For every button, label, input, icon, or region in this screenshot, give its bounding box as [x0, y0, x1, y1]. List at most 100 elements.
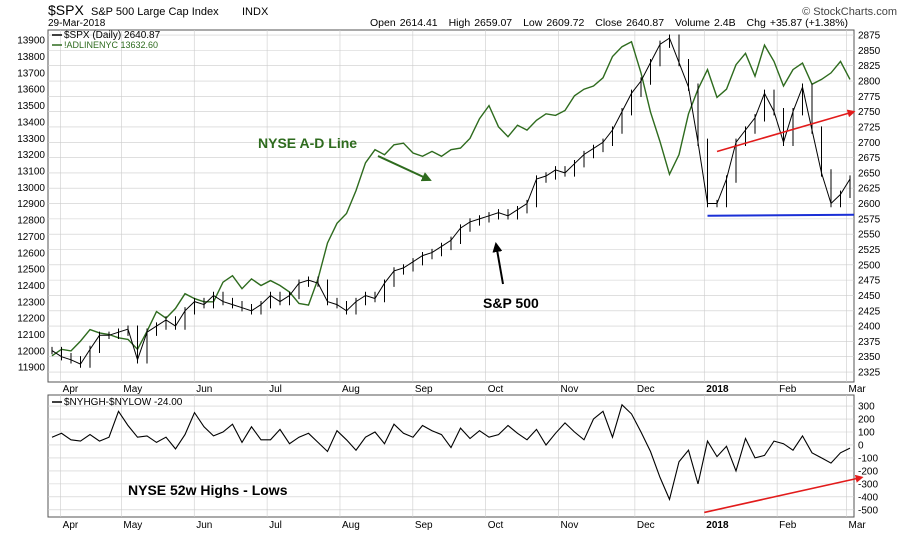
- left-axis-tick-label: 12500: [17, 265, 45, 276]
- hilo-axis-tick-label: -400: [858, 492, 878, 503]
- annotation-overlays: [704, 109, 864, 514]
- support-line: [707, 213, 855, 217]
- hilo-x-tick-label: Mar: [849, 520, 867, 531]
- price-x-tick-label: 2018: [706, 384, 729, 395]
- hilo-x-tick-label: Jul: [269, 520, 282, 531]
- price-x-tick-label: Dec: [637, 384, 655, 395]
- hilo-panel-frame: [47, 394, 855, 518]
- left-axis-tick-label: 12700: [17, 232, 45, 243]
- hilo-axis-tick-label: 300: [858, 402, 875, 413]
- price-x-tick-label: Feb: [779, 384, 797, 395]
- price-x-tick-label: Apr: [63, 384, 79, 395]
- right-axis-tick-label: 2600: [858, 199, 881, 210]
- right-axis-tick-label: 2750: [858, 107, 881, 118]
- hilo-x-tick-label: Jun: [196, 520, 212, 531]
- right-axis-tick-label: 2475: [858, 276, 881, 287]
- chg-label: Chg: [747, 17, 766, 29]
- right-axis-tick-label: 2400: [858, 322, 881, 333]
- price-x-tick-label: Aug: [342, 384, 360, 395]
- left-axis-tick-label: 13700: [17, 68, 45, 79]
- price-panel-series: [51, 34, 851, 368]
- hilo-x-tick-label: Dec: [637, 520, 655, 531]
- hilo-trend-arrow: [704, 474, 864, 514]
- right-axis-tick-label: 2525: [858, 245, 881, 256]
- left-axis-tick-label: 13900: [17, 36, 45, 47]
- right-axis-tick-label: 2550: [858, 230, 881, 241]
- price-x-tick-label: Mar: [849, 384, 867, 395]
- volume-label: Volume: [675, 17, 710, 29]
- index-name: S&P 500 Large Cap Index: [91, 6, 219, 18]
- right-axis-tick-label: 2650: [858, 168, 881, 179]
- price-x-tick-label: May: [123, 384, 142, 395]
- hilo-legend: $NYHGH-$NYLOW -24.00: [64, 397, 183, 408]
- hilo-x-tick-label: Nov: [561, 520, 579, 531]
- right-axis-tick-label: 2875: [858, 31, 881, 42]
- hilo-x-tick-label: Feb: [779, 520, 797, 531]
- symbol-title: $SPX: [48, 2, 84, 18]
- left-axis-tick-label: 11900: [18, 363, 46, 374]
- right-axis-tick-label: 2425: [858, 306, 881, 317]
- spx-annotation: S&P 500: [483, 295, 539, 311]
- left-axis-tick-label: 12200: [17, 314, 45, 325]
- low-value: 2609.72: [546, 17, 584, 29]
- close-label: Close: [595, 17, 622, 29]
- hilo-panel-grid: [48, 395, 854, 517]
- right-axis-tick-label: 2850: [858, 46, 881, 57]
- price-panel-grid: [48, 30, 854, 382]
- close-value: 2640.87: [626, 17, 664, 29]
- hilo-axis-tick-label: 200: [858, 415, 875, 426]
- price-trend-arrow: [716, 109, 856, 153]
- open-label: Open: [370, 17, 396, 29]
- hilo-axis-tick-label: -300: [858, 479, 878, 490]
- left-axis-tick-label: 13000: [17, 183, 45, 194]
- left-axis-tick-label: 13200: [17, 150, 45, 161]
- left-axis-tick-label: 12100: [17, 330, 45, 341]
- right-axis-tick-label: 2375: [858, 337, 881, 348]
- high-label: High: [449, 17, 471, 29]
- volume-value: 2.4B: [714, 17, 736, 29]
- chart-date: 29-Mar-2018: [48, 18, 106, 29]
- low-label: Low: [523, 17, 543, 29]
- adline-annotation: NYSE A-D Line: [258, 135, 357, 151]
- exchange-label: INDX: [242, 6, 269, 18]
- hilo-axis-tick-label: -200: [858, 466, 878, 477]
- left-axis-tick-label: 12300: [17, 297, 45, 308]
- price-x-tick-label: Jul: [269, 384, 282, 395]
- chg-value: +35.87 (+1.38%): [770, 17, 848, 29]
- hilo-annotation: NYSE 52w Highs - Lows: [128, 482, 288, 498]
- ohlc-readout: Open 2614.41 High 2659.07 Low 2609.72 Close…: [370, 17, 848, 29]
- left-axis-tick-label: 12400: [17, 281, 45, 292]
- hilo-axis-tick-label: 0: [858, 440, 864, 451]
- hilo-x-tick-label: Aug: [342, 520, 360, 531]
- hilo-x-tick-label: Sep: [415, 520, 433, 531]
- left-axis-tick-label: 12600: [17, 248, 45, 259]
- open-value: 2614.41: [400, 17, 438, 29]
- left-axis-tick-label: 13800: [17, 52, 45, 63]
- hilo-x-tick-label: Oct: [488, 520, 504, 531]
- right-axis-tick-label: 2500: [858, 260, 881, 271]
- left-axis-tick-label: 13100: [17, 167, 45, 178]
- left-axis-tick-label: 13300: [17, 134, 45, 145]
- hilo-x-tick-label: Apr: [63, 520, 79, 531]
- spx-series-line: [51, 37, 851, 365]
- left-axis-tick-label: 13600: [17, 85, 45, 96]
- right-axis-tick-label: 2725: [858, 122, 881, 133]
- adline-legend: !ADLINENYC 13632.60: [64, 40, 158, 50]
- hilo-axis-tick-label: -500: [858, 505, 878, 516]
- adline-pointer-arrow: [377, 155, 432, 182]
- right-axis-tick-label: 2675: [858, 153, 881, 164]
- price-x-tick-label: Oct: [488, 384, 504, 395]
- price-panel-frame: [47, 29, 855, 383]
- spx-pointer-arrow: [492, 242, 504, 285]
- adline-series-line: [51, 40, 851, 357]
- left-axis-tick-label: 12000: [17, 346, 45, 357]
- left-axis-tick-label: 12900: [17, 199, 45, 210]
- right-axis-tick-label: 2825: [858, 61, 881, 72]
- hilo-axis-tick-label: 100: [858, 428, 875, 439]
- right-axis-tick-label: 2775: [858, 92, 881, 103]
- stockcharts-watermark: © StockCharts.com: [802, 6, 897, 18]
- axes: 2325 2350 2375 2400 2425 2450 2475 2500 2525 2550…: [17, 31, 880, 531]
- right-axis-tick-label: 2325: [858, 368, 881, 379]
- left-axis-tick-label: 12800: [17, 216, 45, 227]
